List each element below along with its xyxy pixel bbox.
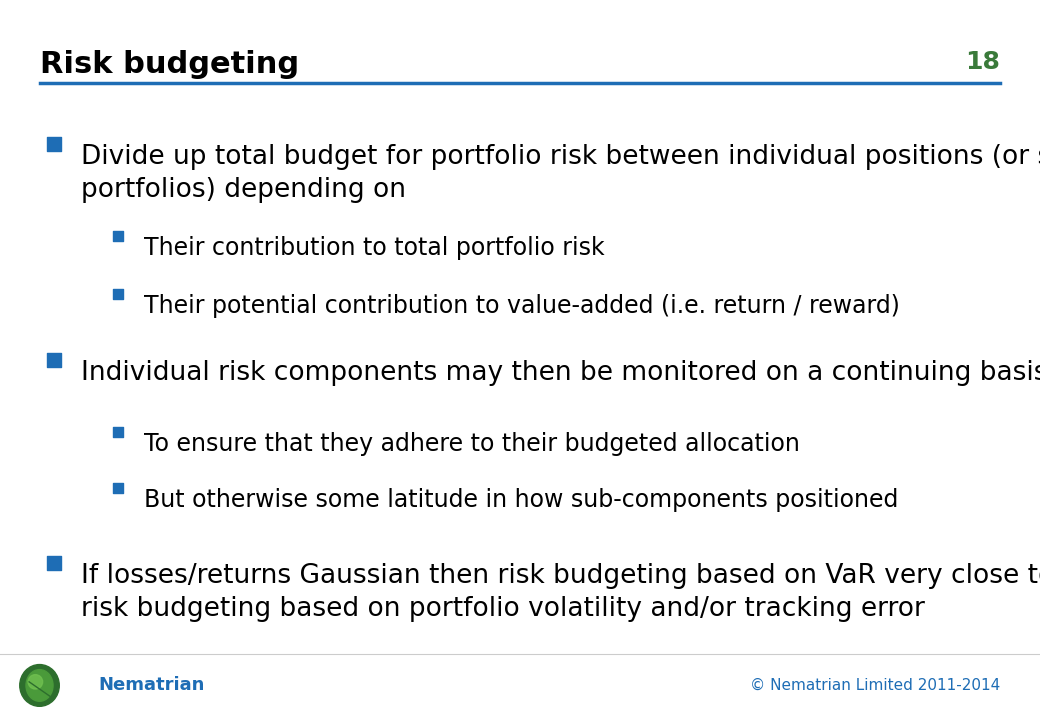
Point [109,426,126,438]
Text: Risk budgeting: Risk budgeting [40,50,298,79]
Point [109,482,126,494]
Text: Nematrian: Nematrian [99,677,205,694]
Point [46,354,62,366]
Ellipse shape [28,675,43,689]
Point [46,138,62,150]
Text: © Nematrian Limited 2011-2014: © Nematrian Limited 2011-2014 [750,678,1000,693]
Text: Divide up total budget for portfolio risk between individual positions (or sub-
: Divide up total budget for portfolio ris… [81,144,1040,203]
Text: Their potential contribution to value-added (i.e. return / reward): Their potential contribution to value-ad… [144,294,900,318]
Text: Individual risk components may then be monitored on a continuing basis: Individual risk components may then be m… [81,360,1040,386]
Text: 18: 18 [965,50,1000,74]
Point [109,288,126,300]
Text: If losses/returns Gaussian then risk budgeting based on VaR very close to
risk b: If losses/returns Gaussian then risk bud… [81,563,1040,622]
Ellipse shape [20,665,59,706]
Text: But otherwise some latitude in how sub-components positioned: But otherwise some latitude in how sub-c… [144,488,898,512]
Text: To ensure that they adhere to their budgeted allocation: To ensure that they adhere to their budg… [144,432,800,456]
Point [109,230,126,242]
Point [46,557,62,569]
Ellipse shape [26,670,53,701]
Text: Their contribution to total portfolio risk: Their contribution to total portfolio ri… [144,236,604,260]
